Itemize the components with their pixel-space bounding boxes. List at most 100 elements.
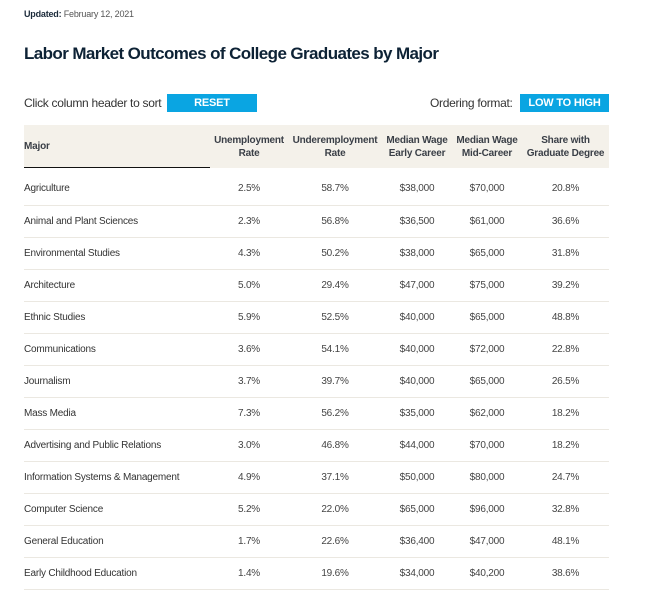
table-row: Agriculture 2.5% 58.7% $38,000 $70,000 20.8% (24, 168, 609, 206)
cell-underemployment-rate: 54.1% (288, 333, 382, 366)
cell-unemployment-rate: 3.7% (210, 365, 288, 398)
cell-underemployment-rate: 22.6% (288, 525, 382, 558)
column-header-underemployment-rate[interactable]: Underemployment Rate (288, 125, 382, 168)
header-text: Rate (324, 147, 346, 159)
table-row: Animal and Plant Sciences 2.3% 56.8% $36,50… (24, 205, 609, 238)
majors-table: Major Unemployment Rate Underemployment Rate… (24, 125, 609, 590)
cell-underemployment-rate: 19.6% (288, 557, 382, 590)
cell-unemployment-rate: 5.9% (210, 301, 288, 334)
sort-hint: Click column header to sort (24, 96, 162, 110)
table-header-row: Major Unemployment Rate Underemployment Rate… (24, 125, 609, 168)
header-text: Unemployment (214, 134, 284, 146)
table-row: Ethnic Studies 5.9% 52.5% $40,000 $65,000 48.… (24, 301, 609, 334)
column-header-median-wage-early[interactable]: Median Wage Early Career (382, 125, 452, 168)
cell-median-wage-mid: $75,000 (452, 269, 522, 302)
header-text: Mid-Career (461, 147, 513, 159)
column-header-median-wage-mid[interactable]: Median Wage Mid-Career (452, 125, 522, 168)
cell-unemployment-rate: 3.6% (210, 333, 288, 366)
cell-underemployment-rate: 50.2% (288, 237, 382, 270)
cell-median-wage-mid: $72,000 (452, 333, 522, 366)
cell-share-graduate-degree: 24.7% (522, 461, 609, 494)
cell-median-wage-mid: $65,000 (452, 237, 522, 270)
cell-median-wage-early: $36,500 (382, 205, 452, 238)
cell-unemployment-rate: 4.9% (210, 461, 288, 494)
cell-unemployment-rate: 2.5% (210, 168, 288, 206)
cell-share-graduate-degree: 22.8% (522, 333, 609, 366)
cell-median-wage-early: $34,000 (382, 557, 452, 590)
cell-major: Advertising and Public Relations (24, 429, 210, 462)
column-header-unemployment-rate[interactable]: Unemployment Rate (210, 125, 288, 168)
header-text: Median Wage (386, 134, 448, 146)
table-row: Communications 3.6% 54.1% $40,000 $72,000 22.… (24, 333, 609, 366)
header-text: Underemployment (292, 134, 378, 146)
cell-share-graduate-degree: 48.8% (522, 301, 609, 334)
cell-unemployment-rate: 1.4% (210, 557, 288, 590)
cell-median-wage-mid: $40,200 (452, 557, 522, 590)
header-text: Share with (541, 134, 590, 146)
cell-underemployment-rate: 52.5% (288, 301, 382, 334)
cell-major: Information Systems & Management (24, 461, 210, 494)
cell-share-graduate-degree: 48.1% (522, 525, 609, 558)
ordering-label: Ordering format: (430, 96, 513, 110)
header-text: Early Career (388, 147, 446, 159)
table-row: Architecture 5.0% 29.4% $47,000 $75,000 39.2% (24, 269, 609, 302)
table-row: Journalism 3.7% 39.7% $40,000 $65,000 26.5% (24, 365, 609, 398)
cell-unemployment-rate: 3.0% (210, 429, 288, 462)
cell-median-wage-mid: $70,000 (452, 429, 522, 462)
cell-major: Mass Media (24, 397, 210, 430)
page-title: Labor Market Outcomes of College Graduat… (24, 44, 439, 63)
updated-note: Updated: February 12, 2021 (24, 9, 134, 19)
cell-major: Animal and Plant Sciences (24, 205, 210, 238)
cell-median-wage-mid: $65,000 (452, 365, 522, 398)
cell-unemployment-rate: 5.2% (210, 493, 288, 526)
cell-median-wage-early: $40,000 (382, 301, 452, 334)
cell-underemployment-rate: 58.7% (288, 168, 382, 206)
column-header-share-graduate-degree[interactable]: Share with Graduate Degree (522, 125, 609, 168)
cell-unemployment-rate: 4.3% (210, 237, 288, 270)
cell-major: Architecture (24, 269, 210, 302)
cell-median-wage-early: $40,000 (382, 333, 452, 366)
cell-share-graduate-degree: 18.2% (522, 429, 609, 462)
cell-median-wage-mid: $61,000 (452, 205, 522, 238)
table-row: Environmental Studies 4.3% 50.2% $38,000 $65… (24, 237, 609, 270)
cell-median-wage-early: $40,000 (382, 365, 452, 398)
cell-share-graduate-degree: 18.2% (522, 397, 609, 430)
cell-major: Computer Science (24, 493, 210, 526)
cell-median-wage-early: $38,000 (382, 168, 452, 206)
cell-median-wage-early: $47,000 (382, 269, 452, 302)
updated-date: February 12, 2021 (63, 9, 134, 19)
reset-button[interactable]: RESET (167, 94, 257, 112)
ordering-format-button[interactable]: LOW TO HIGH (520, 94, 609, 112)
table-row: Advertising and Public Relations 3.0% 46.8… (24, 429, 609, 462)
header-text: Graduate Degree (526, 147, 605, 159)
cell-underemployment-rate: 37.1% (288, 461, 382, 494)
cell-median-wage-early: $65,000 (382, 493, 452, 526)
cell-underemployment-rate: 56.2% (288, 397, 382, 430)
updated-label: Updated: (24, 9, 62, 19)
cell-major: Ethnic Studies (24, 301, 210, 334)
table-row: Early Childhood Education 1.4% 19.6% $34,00… (24, 557, 609, 590)
cell-share-graduate-degree: 38.6% (522, 557, 609, 590)
cell-share-graduate-degree: 36.6% (522, 205, 609, 238)
cell-share-graduate-degree: 26.5% (522, 365, 609, 398)
cell-underemployment-rate: 29.4% (288, 269, 382, 302)
table-row: Computer Science 5.2% 22.0% $65,000 $96,000 3… (24, 493, 609, 526)
column-header-major[interactable]: Major (24, 125, 210, 168)
cell-share-graduate-degree: 32.8% (522, 493, 609, 526)
table-row: Information Systems & Management 4.9% 37.1… (24, 461, 609, 494)
table-row: General Education 1.7% 22.6% $36,400 $47,000… (24, 525, 609, 558)
cell-underemployment-rate: 56.8% (288, 205, 382, 238)
table-row: Mass Media 7.3% 56.2% $35,000 $62,000 18.2% (24, 397, 609, 430)
cell-underemployment-rate: 39.7% (288, 365, 382, 398)
cell-major: Agriculture (24, 168, 210, 206)
cell-median-wage-mid: $62,000 (452, 397, 522, 430)
cell-major: Journalism (24, 365, 210, 398)
cell-share-graduate-degree: 31.8% (522, 237, 609, 270)
cell-median-wage-mid: $96,000 (452, 493, 522, 526)
cell-underemployment-rate: 46.8% (288, 429, 382, 462)
cell-median-wage-early: $50,000 (382, 461, 452, 494)
cell-median-wage-mid: $70,000 (452, 168, 522, 206)
cell-share-graduate-degree: 20.8% (522, 168, 609, 206)
cell-median-wage-mid: $80,000 (452, 461, 522, 494)
cell-median-wage-mid: $47,000 (452, 525, 522, 558)
